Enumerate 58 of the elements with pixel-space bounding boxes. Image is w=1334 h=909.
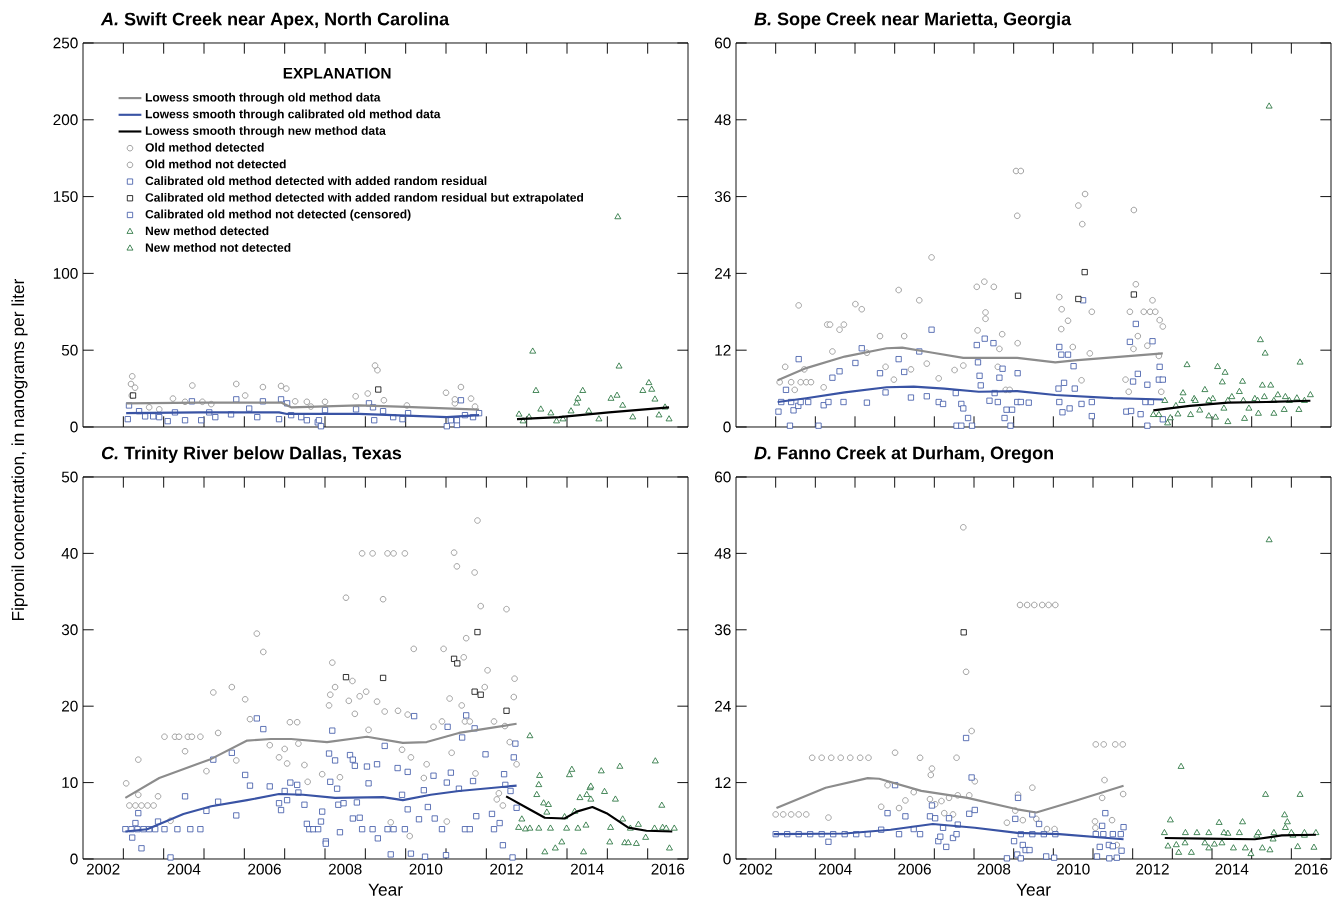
y-tick-label: 0 bbox=[70, 853, 78, 865]
y-tick-label: 0 bbox=[70, 421, 78, 433]
legend-label: Lowess smooth through old method data bbox=[145, 92, 381, 104]
legend-label: New method detected bbox=[145, 226, 269, 236]
x-tick-label: 2016 bbox=[1294, 863, 1328, 875]
y-tick-label: 24 bbox=[715, 268, 731, 279]
legend-label: New method not detected bbox=[145, 243, 291, 252]
chart-title: A. Swift Creek near Apex, North Carolina bbox=[100, 12, 450, 29]
x-tick-label: 2008 bbox=[328, 863, 362, 875]
y-tick-label: 36 bbox=[714, 191, 731, 203]
y-tick-label: 36 bbox=[714, 624, 731, 636]
x-tick-label: 2012 bbox=[1136, 863, 1169, 875]
y-tick-label: 20 bbox=[62, 700, 78, 712]
x-tick-label: 2006 bbox=[248, 863, 281, 875]
legend-label: Lowess smooth through new method data bbox=[145, 126, 386, 138]
x-tick-label: 2008 bbox=[977, 863, 1011, 875]
y-tick-label: 48 bbox=[714, 114, 731, 126]
y-tick-label: 48 bbox=[714, 547, 731, 559]
y-tick-label: 0 bbox=[723, 853, 731, 865]
y-tick-label: 0 bbox=[723, 421, 731, 433]
y-axis-title: Fipronil concentration, in nanograms per liter bbox=[11, 278, 28, 621]
y-tick-label: 10 bbox=[62, 777, 78, 789]
x-tick-label: 2010 bbox=[1056, 863, 1090, 875]
x-tick-label: 2006 bbox=[898, 863, 931, 875]
y-tick-label: 60 bbox=[715, 37, 731, 49]
legend-label: Calibrated old method detected with added random residual but extrapolated bbox=[145, 192, 584, 205]
x-tick-label: 2014 bbox=[570, 863, 604, 875]
y-tick-label: 60 bbox=[715, 471, 731, 483]
legend-label: Old method not detected bbox=[145, 159, 286, 169]
x-tick-label: 2004 bbox=[167, 863, 201, 875]
x-tick-label: 2004 bbox=[818, 863, 852, 875]
x-axis-title: Year bbox=[368, 883, 403, 896]
legend-label: Calibrated old method not detected (censored) bbox=[145, 209, 411, 221]
chart-title: D. Fanno Creek at Durham, Oregon bbox=[754, 446, 1053, 463]
y-tick-label: 24 bbox=[715, 700, 731, 712]
legend-label: Old method detected bbox=[145, 142, 264, 152]
y-tick-label: 250 bbox=[53, 37, 78, 49]
y-tick-label: 200 bbox=[53, 114, 78, 126]
y-tick-label: 40 bbox=[61, 547, 78, 559]
y-tick-label: 30 bbox=[61, 624, 78, 636]
x-tick-label: 2016 bbox=[651, 863, 685, 875]
legend-label: Calibrated old method detected with added random residual bbox=[145, 176, 487, 186]
x-tick-label: 2012 bbox=[490, 863, 523, 875]
y-tick-label: 50 bbox=[61, 471, 78, 483]
y-tick-label: 12 bbox=[715, 777, 731, 788]
chart-title: C. Trinity River below Dallas, Texas bbox=[101, 446, 402, 463]
x-tick-label: 2010 bbox=[409, 863, 443, 875]
legend-title: EXPLANATION bbox=[283, 67, 391, 79]
y-tick-label: 50 bbox=[61, 344, 78, 356]
chart-title: B. Sope Creek near Marietta, Georgia bbox=[754, 12, 1072, 29]
y-tick-label: 150 bbox=[53, 191, 78, 203]
legend-label: Lowess smooth through calibrated old method data bbox=[145, 109, 441, 121]
y-tick-label: 12 bbox=[715, 344, 731, 356]
x-tick-label: 2002 bbox=[739, 863, 773, 875]
x-tick-label: 2002 bbox=[86, 863, 120, 875]
y-tick-label: 100 bbox=[53, 267, 78, 279]
x-axis-title: Year bbox=[1016, 883, 1051, 896]
x-tick-label: 2014 bbox=[1215, 863, 1249, 875]
